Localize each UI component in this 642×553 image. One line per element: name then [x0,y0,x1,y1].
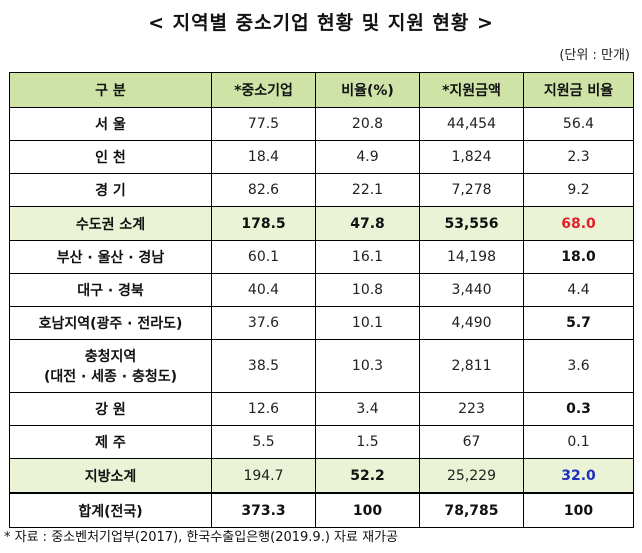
header-ratio: 비율(%) [315,72,420,108]
header-sme: *중소기업 [211,72,316,108]
row-region: 수도권 소계 [9,206,212,241]
page-title: < 지역별 중소기업 현황 및 지원 현황 > [148,12,494,34]
cell-amount-ratio: 9.2 [523,173,634,207]
row-region: 충청지역 (대전 · 세종 · 충청도) [9,339,212,393]
cell-amount: 53,556 [419,206,524,241]
row-region: 경 기 [9,173,212,207]
subtotal-row: 수도권 소계 178.5 47.8 53,556 68.0 [9,206,634,241]
region-sme-table: 구 분 *중소기업 비율(%) *지원금액 지원금 비율 서 울 77.5 20… [9,72,634,528]
cell-amount: 1,824 [419,140,524,174]
table-row: 충청지역 (대전 · 세종 · 충청도) 38.5 10.3 2,811 3.6 [9,339,634,393]
cell-amount: 4,490 [419,306,524,340]
cell-amount: 78,785 [419,492,524,528]
cell-amount-ratio: 68.0 [523,206,634,241]
cell-sme: 5.5 [211,425,316,459]
cell-amount-ratio: 0.1 [523,425,634,459]
table-row: 대구 · 경북 40.4 10.8 3,440 4.4 [9,273,634,307]
cell-sme: 60.1 [211,240,316,274]
cell-amount-ratio: 0.3 [523,392,634,426]
cell-amount: 44,454 [419,107,524,141]
row-region: 지방소계 [9,458,212,494]
row-region: 합계(전국) [9,492,212,528]
table-row: 인 천 18.4 4.9 1,824 2.3 [9,140,634,174]
cell-ratio: 10.1 [315,306,420,340]
cell-ratio: 10.3 [315,339,420,393]
row-region: 부산 · 울산 · 경남 [9,240,212,274]
row-region: 제 주 [9,425,212,459]
cell-sme: 38.5 [211,339,316,393]
cell-amount: 2,811 [419,339,524,393]
row-region: 호남지역(광주 · 전라도) [9,306,212,340]
cell-ratio: 10.8 [315,273,420,307]
cell-sme: 82.6 [211,173,316,207]
cell-sme: 178.5 [211,206,316,241]
table-row: 제 주 5.5 1.5 67 0.1 [9,425,634,459]
cell-ratio: 20.8 [315,107,420,141]
total-row: 합계(전국) 373.3 100 78,785 100 [9,492,634,528]
cell-sme: 18.4 [211,140,316,174]
cell-amount-ratio: 56.4 [523,107,634,141]
header-amount-ratio: 지원금 비율 [523,72,634,108]
cell-amount: 3,440 [419,273,524,307]
cell-amount-ratio: 2.3 [523,140,634,174]
cell-amount: 223 [419,392,524,426]
cell-amount: 25,229 [419,458,524,494]
cell-sme: 37.6 [211,306,316,340]
row-region: 서 울 [9,107,212,141]
row-region: 강 원 [9,392,212,426]
cell-ratio: 1.5 [315,425,420,459]
subtotal-row: 지방소계 194.7 52.2 25,229 32.0 [9,458,634,494]
table-row: 강 원 12.6 3.4 223 0.3 [9,392,634,426]
cell-amount-ratio: 3.6 [523,339,634,393]
cell-amount-ratio: 4.4 [523,273,634,307]
table-row: 호남지역(광주 · 전라도) 37.6 10.1 4,490 5.7 [9,306,634,340]
cell-ratio: 3.4 [315,392,420,426]
header-category: 구 분 [9,72,212,108]
row-region: 대구 · 경북 [9,273,212,307]
table-row: 서 울 77.5 20.8 44,454 56.4 [9,107,634,141]
cell-amount-ratio: 5.7 [523,306,634,340]
table-row: 경 기 82.6 22.1 7,278 9.2 [9,173,634,207]
header-row: 구 분 *중소기업 비율(%) *지원금액 지원금 비율 [9,72,634,108]
cell-amount-ratio: 32.0 [523,458,634,494]
cell-amount: 7,278 [419,173,524,207]
cell-sme: 40.4 [211,273,316,307]
cell-sme: 194.7 [211,458,316,494]
cell-amount: 67 [419,425,524,459]
cell-sme: 12.6 [211,392,316,426]
cell-amount-ratio: 18.0 [523,240,634,274]
cell-amount: 14,198 [419,240,524,274]
cell-ratio: 22.1 [315,173,420,207]
cell-ratio: 47.8 [315,206,420,241]
header-amount: *지원금액 [419,72,524,108]
row-region-line1: 충청지역 [84,349,137,365]
row-region: 인 천 [9,140,212,174]
cell-ratio: 4.9 [315,140,420,174]
source-footnote: * 자료 : 중소벤처기업부(2017), 한국수출입은행(2019.9.) 자… [4,530,398,545]
row-region-line2: (대전 · 세종 · 충청도) [43,369,178,385]
table-row: 부산 · 울산 · 경남 60.1 16.1 14,198 18.0 [9,240,634,274]
cell-sme: 373.3 [211,492,316,528]
unit-label: (단위 : 만개) [559,48,630,63]
cell-ratio: 52.2 [315,458,420,494]
cell-ratio: 16.1 [315,240,420,274]
cell-ratio: 100 [315,492,420,528]
cell-amount-ratio: 100 [523,492,634,528]
cell-sme: 77.5 [211,107,316,141]
